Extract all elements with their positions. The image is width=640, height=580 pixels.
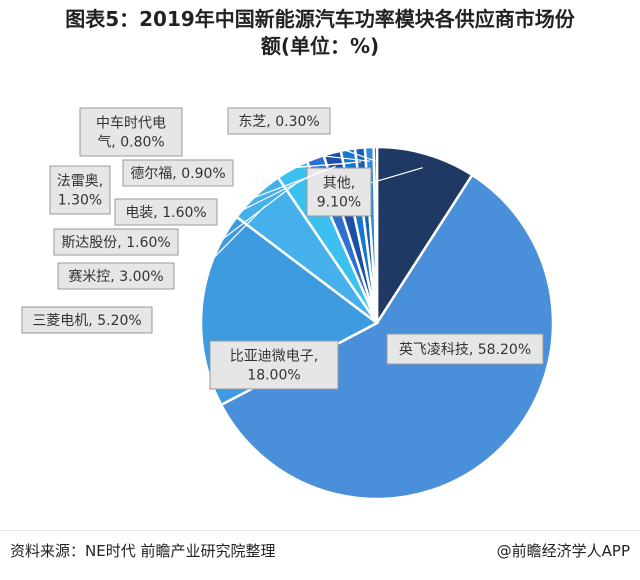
leader-line-10 — [299, 133, 376, 162]
leader-line-6 — [216, 165, 336, 213]
data-label-8-line0: 德尔福, 0.90% — [130, 166, 225, 182]
data-label-9-line1: 气, 0.80% — [97, 135, 164, 151]
data-label-4-line0: 赛米控, 3.00% — [68, 269, 163, 285]
pie-slice-0 — [375, 145, 474, 328]
label-box-3 — [21, 306, 153, 334]
leader-line-4 — [173, 180, 300, 277]
data-label-10-line0: 东芝, 0.30% — [238, 114, 319, 130]
pie-slice-10 — [372, 145, 379, 324]
label-box-0 — [306, 167, 372, 217]
label-box-9 — [79, 107, 183, 157]
data-label-7-line1: 1.30% — [58, 193, 102, 209]
data-label-6-line0: 电装, 1.60% — [125, 205, 206, 221]
leader-line-3 — [151, 205, 266, 321]
pie-chart: 其他, 9.10% 英飞凌科技, 58.20% 比亚迪微电子, 18.00% 三菱电机, … — [21, 107, 555, 501]
label-box-5 — [53, 228, 179, 256]
brand-credit: @前瞻经济学人APP — [496, 542, 630, 560]
data-label-9-line0: 中车时代电 — [96, 115, 166, 132]
data-label-0-line1: 9.10% — [317, 195, 361, 211]
label-box-4 — [57, 262, 175, 290]
label-box-6 — [114, 198, 218, 226]
label-box-7 — [49, 165, 111, 215]
chart-title-line2: 额(单位：%) — [260, 34, 380, 58]
data-label-2-line0: 比亚迪微电子, — [230, 349, 318, 365]
label-box-1 — [386, 333, 544, 365]
data-label-1-line0: 英飞凌科技, 58.20% — [399, 341, 531, 358]
data-label-2-line1: 18.00% — [247, 368, 300, 384]
data-label-5-line0: 斯达股份, 1.60% — [61, 235, 170, 251]
data-label-0-line0: 其他, — [323, 176, 355, 192]
footer-divider — [0, 530, 640, 531]
data-label-7-line0: 法雷奥, — [57, 173, 103, 190]
source-note: 资料来源：NE时代 前瞻产业研究院整理 — [10, 542, 276, 560]
leader-line-9 — [181, 139, 370, 162]
leader-line-5 — [177, 170, 321, 243]
label-box-10 — [227, 107, 331, 135]
chart-title: 图表5：2019年中国新能源汽车功率模块各供应商市场份 额(单位：%) — [0, 6, 640, 60]
chart-title-line1: 图表5：2019年中国新能源汽车功率模块各供应商市场份 — [65, 7, 575, 31]
leader-line-8 — [232, 161, 362, 174]
label-box-8 — [122, 159, 234, 187]
data-label-3-line0: 三菱电机, 5.20% — [32, 313, 141, 329]
label-box-2 — [209, 340, 339, 390]
